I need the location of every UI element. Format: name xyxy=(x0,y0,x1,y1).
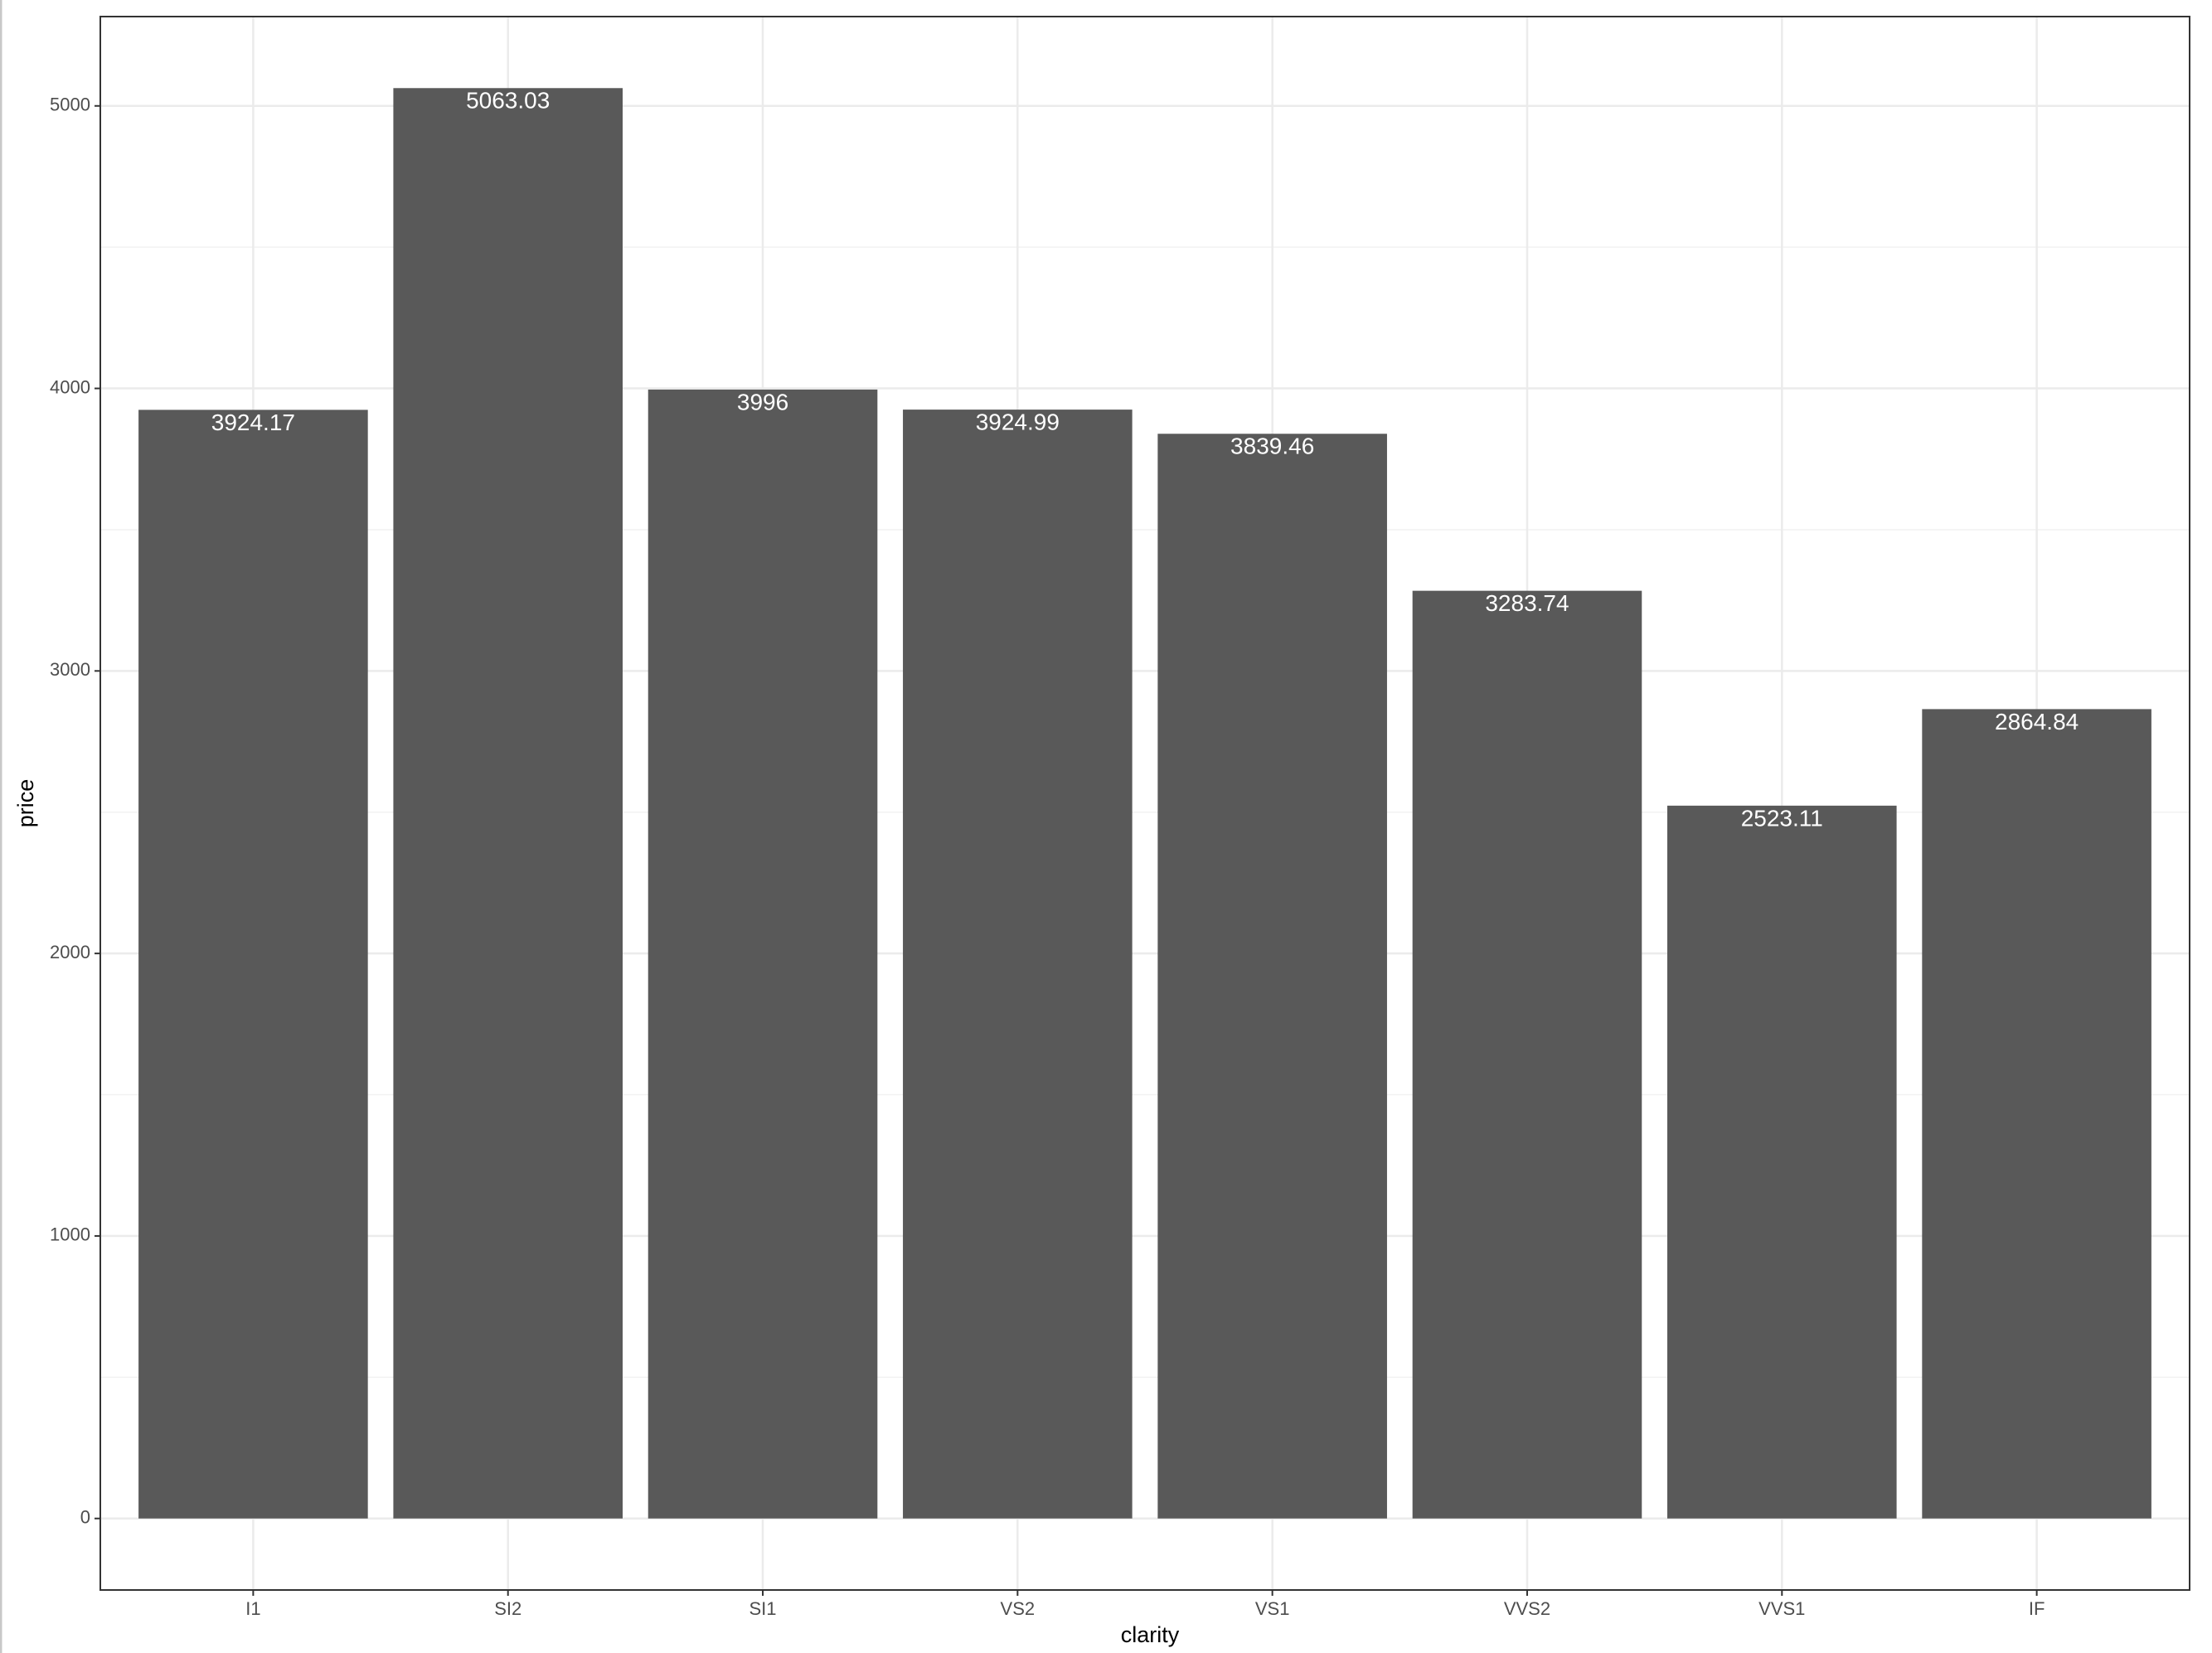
value-label: 5063.03 xyxy=(466,88,550,114)
x-axis-title: clarity xyxy=(1121,1622,1180,1647)
x-tick-label: IF xyxy=(2029,1598,2045,1619)
value-label: 3283.74 xyxy=(1485,590,1569,616)
value-label: 2523.11 xyxy=(1741,805,1823,831)
bar xyxy=(138,410,368,1519)
x-tick-label: VVS1 xyxy=(1758,1598,1805,1619)
bar xyxy=(903,410,1133,1519)
y-tick-label: 0 xyxy=(80,1507,90,1528)
x-tick-label: SI1 xyxy=(749,1598,777,1619)
value-label: 3924.99 xyxy=(976,410,1060,435)
value-label: 2864.84 xyxy=(1995,709,2079,734)
panel-border xyxy=(99,16,2190,1591)
bars xyxy=(138,88,2151,1519)
y-tick-label: 1000 xyxy=(50,1224,90,1245)
x-tick-label: SI2 xyxy=(494,1598,521,1619)
bar xyxy=(1922,709,2151,1519)
x-tick-label: VS2 xyxy=(1001,1598,1036,1619)
value-label: 3839.46 xyxy=(1230,434,1314,459)
y-axis-title: price xyxy=(13,779,38,828)
value-label: 3996 xyxy=(737,389,788,414)
y-tick-label: 3000 xyxy=(50,659,90,680)
x-tick-label: I1 xyxy=(245,1598,260,1619)
bar xyxy=(1667,805,1897,1519)
y-tick-label: 2000 xyxy=(50,942,90,962)
y-tick-label: 4000 xyxy=(50,376,90,397)
bar xyxy=(648,389,878,1519)
x-tick-label: VS1 xyxy=(1255,1598,1290,1619)
bar xyxy=(393,88,623,1519)
y-tick-label: 5000 xyxy=(50,95,90,115)
bar xyxy=(1157,434,1387,1519)
x-tick-label: VVS2 xyxy=(1504,1598,1550,1619)
value-label: 3924.17 xyxy=(211,410,295,435)
bar xyxy=(1412,590,1642,1519)
